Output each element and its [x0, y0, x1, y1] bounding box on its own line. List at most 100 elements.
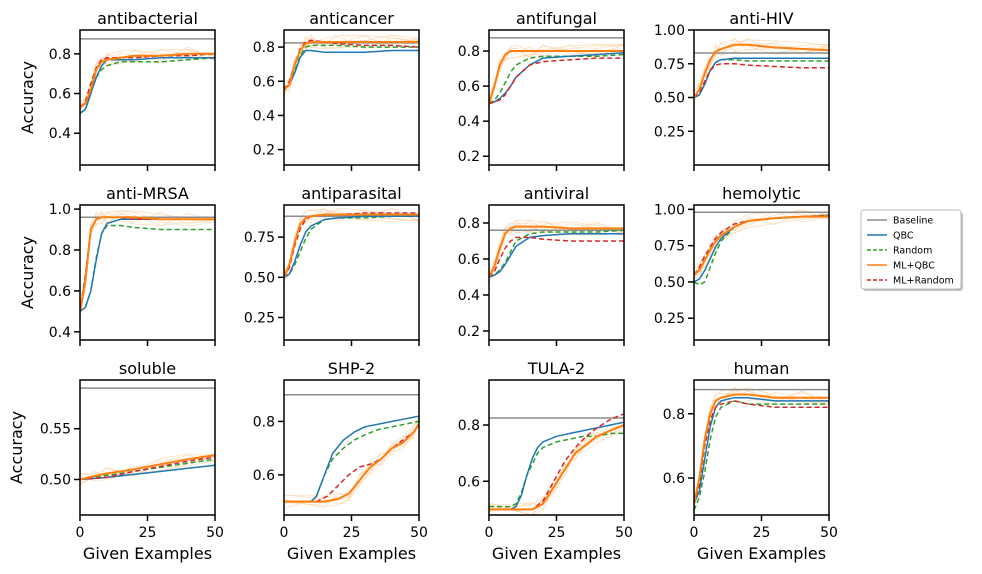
series-line-qbc: [284, 49, 419, 91]
y-axis-label: Accuracy: [7, 411, 26, 484]
series-line-ml-qbc: [284, 423, 419, 503]
x-tick-label: 50: [410, 525, 428, 541]
series-line-ml-random: [694, 63, 829, 99]
y-tick-label: 0.25: [244, 311, 275, 327]
run-trace: [694, 39, 829, 101]
series-line-qbc: [284, 415, 419, 503]
subplot-shp-2: 0 25 50 0.6 0.8 SHP-2 Given Examples: [253, 359, 428, 563]
legend-label-qbc: QBC: [893, 231, 914, 242]
y-tick-label: 0.8: [458, 216, 480, 232]
axes-frame: [488, 379, 625, 516]
series-line-qbc: [694, 396, 829, 505]
y-tick-label: 0.4: [253, 108, 275, 124]
subplot-title: anti-HIV: [729, 9, 793, 28]
subplot-soluble: 0 25 50 0.50 0.55 soluble Given Examples Accura…: [7, 359, 224, 563]
series-line-ml-random: [694, 400, 829, 505]
run-trace: [489, 424, 624, 515]
x-tick-label: 25: [753, 525, 771, 541]
subplot-title: TULA-2: [527, 359, 585, 378]
series-line-ml-qbc: [694, 215, 829, 276]
y-tick-label: 1.00: [654, 202, 685, 218]
run-trace: [80, 212, 215, 305]
plot-area: [489, 37, 624, 110]
series-line-random: [489, 53, 624, 105]
y-tick-label: 0.8: [458, 418, 480, 434]
series-line-random: [694, 214, 829, 286]
series-line-ml-qbc: [80, 52, 215, 109]
x-axis-label: Given Examples: [492, 544, 621, 563]
series-line-ml-random: [489, 236, 624, 278]
series-line-ml-random: [284, 426, 419, 503]
series-line-qbc: [284, 215, 419, 278]
subplot-title: antibacterial: [97, 9, 198, 28]
series-line-ml-qbc: [489, 424, 624, 511]
y-tick-label: 0.6: [458, 252, 480, 268]
y-tick-label: 1.0: [49, 202, 71, 218]
subplot-anticancer: 0.2 0.4 0.6 0.8 anticancer: [253, 9, 420, 171]
subplot-antibacterial: 0.4 0.6 0.8 antibacterial Accuracy: [18, 9, 216, 171]
subplot-title: antifungal: [516, 9, 597, 28]
series-line-qbc: [694, 215, 829, 283]
y-tick-label: 1.00: [654, 23, 685, 39]
series-line-ml-qbc: [284, 41, 419, 91]
series-line-ml-qbc: [489, 50, 624, 104]
axes-frame: [79, 379, 216, 516]
series-line-ml-random: [284, 39, 419, 91]
x-tick-label: 50: [820, 525, 838, 541]
x-axis-label: Given Examples: [697, 544, 826, 563]
series-line-ml-random: [489, 57, 624, 105]
y-tick-label: 0.8: [253, 414, 275, 430]
series-line-random: [284, 215, 419, 278]
plot-area: [489, 219, 624, 284]
series-line-ml-random: [284, 212, 419, 278]
series-line-random: [694, 400, 829, 511]
y-axis-label: Accuracy: [18, 61, 37, 134]
legend-label-ml-qbc: ML+QBC: [893, 261, 935, 272]
series-line-ml-qbc: [80, 216, 215, 312]
y-tick-label: 0.4: [458, 114, 480, 130]
series-line-qbc: [489, 52, 624, 105]
x-tick-label: 0: [76, 525, 85, 541]
x-tick-label: 25: [139, 525, 157, 541]
subplot-hemolytic: 0.25 0.50 0.75 1.00 hemolytic: [654, 184, 830, 346]
plot-area: [489, 413, 624, 515]
series-line-random: [489, 229, 624, 278]
y-tick-label: 0.4: [49, 325, 71, 341]
y-tick-label: 0.75: [654, 239, 685, 255]
subplot-anti-hiv: 0.25 0.50 0.75 1.00 anti-HIV: [654, 9, 830, 171]
plot-area: [284, 393, 419, 509]
x-tick-label: 0: [280, 525, 289, 541]
y-tick-label: 0.6: [458, 474, 480, 490]
y-tick-label: 0.50: [40, 472, 71, 488]
run-trace: [284, 418, 419, 506]
legend-label-random: Random: [893, 246, 932, 257]
subplot-title: antiparasital: [301, 184, 401, 203]
legend-label-ml-random: ML+Random: [893, 276, 954, 287]
y-tick-label: 0.8: [49, 243, 71, 259]
y-tick-label: 0.50: [654, 91, 685, 107]
y-tick-label: 0.6: [458, 79, 480, 95]
run-trace: [80, 210, 215, 319]
plot-area: [80, 210, 215, 319]
run-trace: [489, 425, 624, 510]
x-tick-label: 50: [615, 525, 633, 541]
series-line-qbc: [80, 57, 215, 115]
series-line-qbc: [694, 57, 829, 99]
plot-area: [694, 37, 829, 104]
y-axis-label: Accuracy: [18, 236, 37, 309]
series-line-random: [489, 432, 624, 508]
plot-area: [694, 387, 829, 511]
subplot-human: 0 25 50 0.6 0.8 human Given Examples: [663, 359, 838, 563]
x-tick-label: 25: [343, 525, 361, 541]
subplot-title: hemolytic: [722, 184, 801, 203]
plot-area: [284, 34, 419, 97]
run-trace: [80, 210, 215, 310]
series-line-ml-qbc: [284, 213, 419, 278]
series-line-ml-random: [80, 216, 215, 312]
series-line-ml-random: [80, 456, 215, 481]
subplot-title: human: [734, 359, 790, 378]
y-tick-label: 0.8: [253, 40, 275, 56]
y-tick-label: 0.6: [663, 471, 685, 487]
run-trace: [80, 210, 215, 306]
y-tick-label: 0.50: [654, 275, 685, 291]
